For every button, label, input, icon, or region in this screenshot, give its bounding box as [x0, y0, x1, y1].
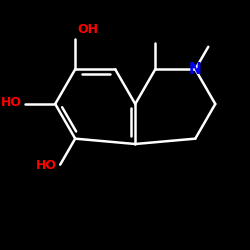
Text: HO: HO: [36, 159, 57, 172]
Text: OH: OH: [77, 23, 98, 36]
Text: N: N: [189, 62, 202, 77]
Text: HO: HO: [1, 96, 22, 110]
